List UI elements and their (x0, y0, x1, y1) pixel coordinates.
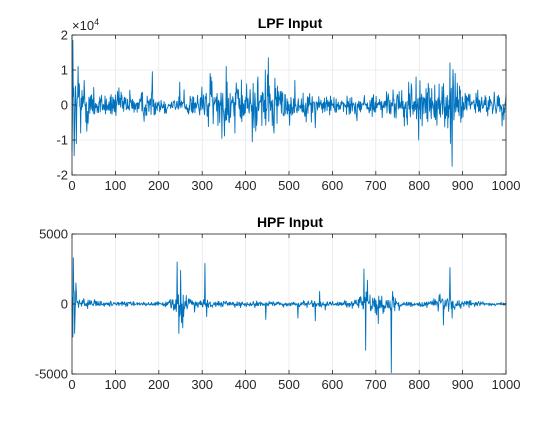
hpf-input-title: HPF Input (257, 214, 323, 230)
hpf-x-tick-label-6: 600 (322, 377, 344, 392)
lpf-x-tick-label-10: 1000 (492, 178, 521, 193)
lpf-x-tick-label-4: 400 (235, 178, 257, 193)
hpf-x-tick-label-5: 500 (278, 377, 300, 392)
lpf-x-tick-label-8: 800 (408, 178, 430, 193)
hpf-y-tick-label-2: 5000 (39, 227, 68, 242)
lpf-signal-line (71, 39, 507, 167)
lpf-y-ticks: -2 -1 0 1 2 (56, 28, 506, 183)
hpf-signal-line (71, 257, 507, 374)
lpf-y-tick-label-3: 1 (61, 63, 68, 78)
hpf-x-tick-label-4: 400 (235, 377, 257, 392)
hpf-x-tick-label-3: 300 (191, 377, 213, 392)
lpf-y-tick-label-2: 0 (61, 98, 68, 113)
hpf-x-tick-label-10: 1000 (492, 377, 521, 392)
hpf-x-tick-label-2: 200 (148, 377, 170, 392)
lpf-x-tick-label-1: 100 (105, 178, 127, 193)
hpf-x-tick-label-7: 700 (365, 377, 387, 392)
hpf-y-tick-label-0: -5000 (35, 367, 68, 382)
hpf-x-tick-label-0: 0 (68, 377, 75, 392)
hpf-y-ticks: -5000 0 5000 (35, 227, 506, 382)
hpf-x-ticks: 0 100 200 300 400 500 600 700 800 900 1000 (68, 234, 520, 392)
hpf-input-axes: HPF Input 0 100 200 300 400 500 600 700 800 900 10… (35, 214, 521, 392)
lpf-plot-area (71, 39, 507, 167)
lpf-y-tick-label-4: 2 (61, 28, 68, 43)
lpf-input-axes: LPF Input ×104 0 100 200 300 400 500 600 700 800… (56, 15, 520, 193)
lpf-x-tick-label-2: 200 (148, 178, 170, 193)
lpf-exponent-base: ×10 (72, 18, 94, 33)
lpf-x-tick-label-7: 700 (365, 178, 387, 193)
hpf-x-tick-label-9: 900 (452, 377, 474, 392)
lpf-x-tick-label-3: 300 (191, 178, 213, 193)
lpf-y-tick-label-0: -2 (56, 168, 68, 183)
lpf-input-title: LPF Input (258, 15, 323, 31)
lpf-y-tick-label-1: -1 (56, 133, 68, 148)
lpf-x-tick-label-5: 500 (278, 178, 300, 193)
hpf-plot-area (71, 257, 507, 374)
lpf-ytick-exponent: ×104 (72, 17, 99, 33)
lpf-x-ticks: 0 100 200 300 400 500 600 700 800 900 1000 (68, 35, 520, 193)
hpf-x-tick-label-1: 100 (105, 377, 127, 392)
lpf-x-tick-label-9: 900 (452, 178, 474, 193)
hpf-x-tick-label-8: 800 (408, 377, 430, 392)
lpf-exponent-power: 4 (94, 17, 99, 27)
lpf-x-tick-label-6: 600 (322, 178, 344, 193)
hpf-y-tick-label-1: 0 (61, 297, 68, 312)
lpf-x-tick-label-0: 0 (68, 178, 75, 193)
